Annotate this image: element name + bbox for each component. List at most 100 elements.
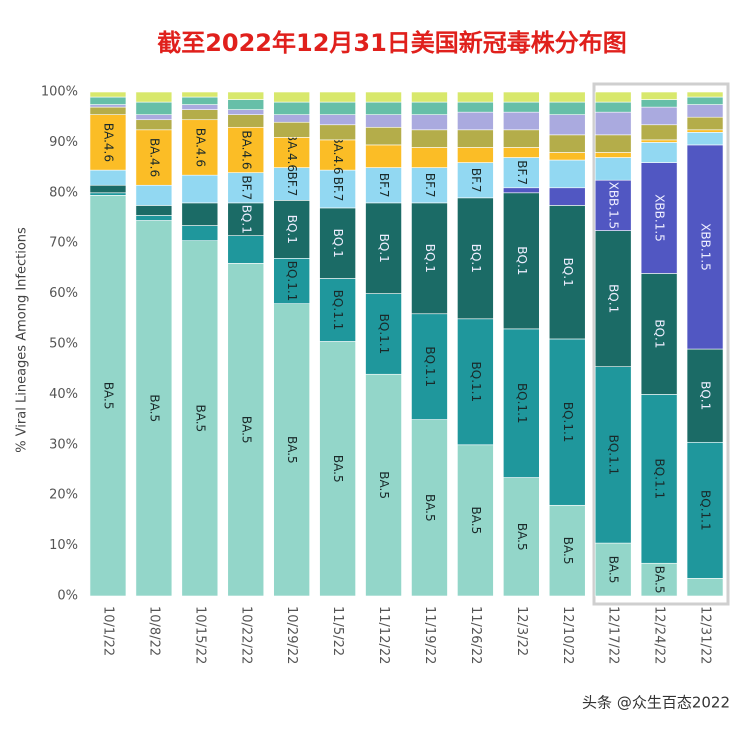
bar-segment [640, 139, 678, 143]
y-tick-label: 90% [49, 135, 78, 150]
bar-segment [411, 147, 448, 168]
segment-label: BQ.1.1 [561, 402, 575, 443]
bar-segment [548, 91, 586, 103]
segment-label: BQ.1 [423, 244, 437, 273]
segment-label: BQ.1.1 [285, 261, 299, 302]
segment-label: BQ.1.1 [515, 383, 529, 424]
bar-segment [548, 134, 586, 153]
segment-label: XBB.1.5 [699, 223, 713, 271]
bar-segment [365, 126, 402, 146]
segment-label: BA.5 [469, 507, 483, 535]
segment-label: BQ.1.1 [469, 362, 483, 403]
bar-segment [227, 263, 265, 597]
bar-segment [548, 159, 586, 189]
bar-segment [227, 202, 265, 236]
bar-segment [135, 119, 173, 131]
x-tick-label: 12/31/22 [698, 606, 713, 664]
bar-segment [227, 126, 265, 173]
bar-segment [365, 114, 402, 128]
bar-segment [411, 313, 448, 420]
bar-segment [319, 169, 356, 209]
x-tick-label: 11/26/22 [468, 606, 483, 664]
bar-segment [503, 91, 540, 103]
segment-label: BA.4.6 [239, 130, 253, 169]
bar-segment [686, 96, 724, 105]
watermark: 头条 @众生百态2022 [582, 694, 730, 712]
segment-label: BA.5 [377, 471, 391, 499]
segment-label: BA.4.6 [101, 123, 115, 162]
bar-segment [640, 91, 678, 100]
bar-segment [411, 91, 448, 103]
segment-label: BF.7 [285, 172, 299, 197]
segment-label: BA.5 [423, 494, 437, 522]
segment-label: BF.7 [331, 177, 345, 202]
bar-segment [319, 91, 356, 103]
bar-segment [89, 192, 127, 196]
segment-label: BQ.1 [377, 234, 391, 263]
segment-label: BQ.1 [515, 246, 529, 275]
bar-segment [273, 91, 310, 103]
segment-label: BA.4.6 [285, 133, 299, 172]
segment-label: BA.5 [285, 436, 299, 464]
bar-segment [411, 114, 448, 131]
bar-segment [594, 134, 632, 153]
bar-segment [548, 101, 586, 115]
bar-segment [135, 205, 173, 216]
y-tick-label: 60% [49, 286, 78, 301]
bar-segment [89, 96, 127, 105]
bar-segment [686, 129, 724, 133]
x-tick-label: 10/22/22 [238, 606, 253, 664]
x-tick-label: 12/17/22 [606, 606, 621, 664]
bar-segment [227, 235, 265, 264]
bar-segment [640, 124, 678, 141]
bar-segment [181, 109, 219, 121]
bar-segment [181, 96, 219, 105]
bar-segment [548, 187, 586, 206]
segment-label: BQ.1.1 [331, 290, 345, 331]
x-tick-label: 10/1/22 [100, 606, 115, 656]
bar-segment [273, 200, 310, 259]
bar-segment [503, 328, 540, 478]
bar-segment [365, 91, 402, 103]
x-tick-label: 12/24/22 [652, 606, 667, 664]
segment-label: BA.5 [101, 382, 115, 410]
segment-label: XBB.1.5 [607, 182, 621, 230]
segment-label: BQ.1.1 [377, 314, 391, 355]
x-tick-label: 11/19/22 [422, 606, 437, 664]
bar-segment [457, 318, 494, 446]
x-tick-label: 12/10/22 [560, 606, 575, 664]
bar-segment [594, 101, 632, 113]
bar-segment [686, 441, 724, 579]
bar-segment [273, 258, 310, 304]
segment-label: BA.5 [515, 523, 529, 551]
bar-segment [227, 114, 265, 128]
bar-segment [227, 172, 265, 204]
segment-label: BA.5 [193, 404, 207, 432]
y-tick-label: 30% [49, 437, 78, 452]
bar-segment [135, 91, 173, 103]
x-tick-label: 10/8/22 [146, 606, 161, 656]
bar-segment [640, 106, 678, 126]
bar-segment [686, 144, 724, 350]
segment-label: BF.7 [377, 173, 391, 198]
bar-segment [411, 419, 448, 597]
bar-segment [686, 132, 724, 146]
segment-label: BA.5 [147, 394, 161, 422]
y-tick-label: 80% [49, 185, 78, 200]
bar-segment [411, 101, 448, 115]
highlight-box [592, 82, 730, 606]
bar-segment [181, 202, 219, 226]
y-tick-label: 20% [49, 488, 78, 503]
segment-label: BF.7 [239, 175, 253, 200]
bar-segment [594, 366, 632, 544]
bar-segment [273, 101, 310, 115]
segment-label: BA.5 [239, 416, 253, 444]
x-tick-label: 10/15/22 [192, 606, 207, 664]
bar-segment [594, 152, 632, 158]
bar-segment [365, 144, 402, 168]
bar-segment [503, 187, 540, 194]
bar-segment [411, 202, 448, 315]
segment-label: BQ.1.1 [607, 435, 621, 476]
bar-segment [273, 114, 310, 123]
bar-segment [457, 101, 494, 113]
